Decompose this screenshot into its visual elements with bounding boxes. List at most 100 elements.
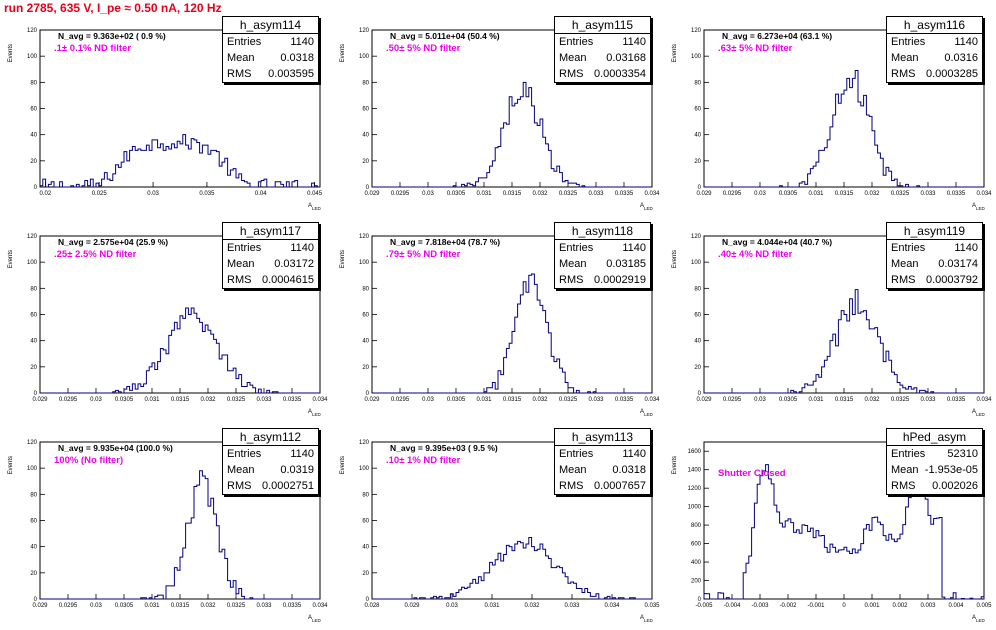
x-tick-label: 0.0295 (391, 191, 410, 197)
x-tick-label: 0.031 (144, 603, 160, 609)
x-tick-label: 0.031 (808, 191, 824, 197)
stats-value: 1140 (290, 36, 314, 48)
stats-value: 0.03172 (274, 258, 314, 270)
stats-row-entries: Entries 1140 (223, 446, 318, 462)
stats-row-mean: Mean 0.03174 (887, 256, 982, 272)
stats-row-mean: Mean -1.953e-05 (887, 462, 982, 478)
filter-label: .79± 5% ND filter (386, 249, 461, 260)
stats-value: 0.0003792 (926, 274, 978, 286)
y-tick-label: 80 (30, 80, 37, 86)
x-tick-label: 0.002 (892, 603, 908, 609)
stats-row-rms: RMS 0.0002919 (555, 272, 650, 288)
y-tick-label: 100 (691, 260, 702, 266)
x-tick-label: 0.03 (754, 397, 766, 403)
y-tick-label: 60 (694, 313, 701, 319)
stats-label: Mean (891, 52, 919, 64)
y-axis-title: Events (340, 456, 346, 474)
stats-box: h_asym115 Entries 1140 Mean 0.03168 RMS 0.0003… (554, 16, 651, 83)
histogram-panel-h_asym119: 0 20 40 60 80 100 120 0.029 0.0295 0.03 0.0305 0.03… (664, 218, 992, 424)
stats-box: h_asym116 Entries 1140 Mean 0.0316 RMS 0.00032… (886, 16, 983, 83)
stats-box-title: h_asym118 (555, 223, 650, 240)
x-axis-title-sub: LED (312, 206, 322, 211)
y-axis-title: Events (340, 250, 346, 268)
navg-label: N_avg = 2.575e+04 (25.9 %) (58, 237, 169, 247)
stats-label: Mean (227, 258, 255, 270)
stats-value: 1140 (954, 242, 978, 254)
y-tick-label: 80 (30, 286, 37, 292)
y-tick-label: 60 (362, 107, 369, 113)
x-tick-label: 0.0335 (615, 191, 634, 197)
y-tick-label: 60 (30, 313, 37, 319)
y-tick-label: 40 (362, 339, 369, 345)
y-tick-label: 120 (27, 234, 38, 240)
x-tick-label: 0.029 (696, 191, 712, 197)
stats-row-mean: Mean 0.0318 (223, 50, 318, 66)
stats-label: Mean (559, 464, 587, 476)
stats-row-rms: RMS 0.0003354 (555, 66, 650, 82)
x-tick-label: 0.029 (696, 397, 712, 403)
y-tick-label: 80 (30, 492, 37, 498)
y-tick-label: 80 (694, 286, 701, 292)
x-tick-label: 0.034 (312, 603, 328, 609)
stats-label: Entries (227, 242, 262, 254)
stats-box-title: h_asym119 (887, 223, 982, 240)
stats-label: Entries (559, 36, 594, 48)
y-tick-label: 40 (30, 339, 37, 345)
y-tick-label: 1200 (688, 486, 702, 492)
x-tick-label: 0.03 (147, 191, 159, 197)
x-tick-label: 0.045 (307, 191, 323, 197)
y-tick-label: 20 (694, 159, 701, 165)
x-tick-label: 0.032 (864, 397, 880, 403)
y-tick-label: 80 (362, 80, 369, 86)
stats-value: 52310 (947, 448, 978, 460)
stats-box-title: h_asym115 (555, 17, 650, 34)
x-tick-label: 0.033 (920, 191, 936, 197)
histogram-svg: 0 20 40 60 80 100 120 0.028 0.029 0.03 0.031 0.032 0… (340, 440, 660, 623)
stats-row-mean: Mean 0.03168 (555, 50, 650, 66)
histogram-series (704, 289, 984, 394)
stats-value: 0.0003285 (926, 68, 978, 80)
y-tick-label: 0 (366, 597, 370, 603)
x-axis-title: A (972, 409, 976, 415)
stats-row-rms: RMS 0.002026 (887, 478, 982, 494)
x-tick-label: 0 (842, 603, 846, 609)
stats-value: 0.03168 (606, 52, 646, 64)
x-tick-label: 0.004 (948, 603, 964, 609)
stats-box-title: h_asym117 (223, 223, 318, 240)
stats-row-mean: Mean 0.0319 (223, 462, 318, 478)
histogram-panel-h_asym114: 0 20 40 60 80 100 120 0.02 0.025 0.03 0.035 0.04 0.0… (0, 12, 328, 218)
y-tick-label: 100 (691, 54, 702, 60)
x-axis-title-sub: LED (644, 206, 654, 211)
stats-row-rms: RMS 0.0004615 (223, 272, 318, 288)
y-tick-label: 120 (359, 440, 370, 446)
filter-label: Shutter Closed (718, 468, 786, 479)
x-tick-label: 0.025 (92, 191, 108, 197)
x-tick-label: 0.032 (200, 603, 216, 609)
y-tick-label: 120 (691, 28, 702, 34)
stats-row-rms: RMS 0.0002751 (223, 478, 318, 494)
histogram-svg: 0 20 40 60 80 100 120 0.029 0.0295 0.03 0.0305 0.03… (672, 28, 992, 211)
y-tick-label: 0 (698, 391, 702, 397)
x-tick-label: 0.03 (90, 603, 102, 609)
stats-row-rms: RMS 0.0003792 (887, 272, 982, 288)
y-tick-label: 1000 (688, 505, 702, 511)
stats-value: 0.002026 (932, 480, 978, 492)
stats-box: h_asym112 Entries 1140 Mean 0.0319 RMS 0.00027… (222, 428, 319, 495)
stats-value: 1140 (622, 448, 646, 460)
stats-label: Entries (227, 36, 262, 48)
x-tick-label: 0.03 (422, 397, 434, 403)
histogram-series (704, 70, 984, 188)
y-tick-label: 20 (694, 365, 701, 371)
y-tick-label: 120 (359, 234, 370, 240)
x-axis-title-sub: LED (976, 412, 986, 417)
y-tick-label: 20 (362, 365, 369, 371)
x-tick-label: 0.0325 (227, 397, 246, 403)
stats-label: RMS (227, 480, 252, 492)
y-tick-label: 0 (34, 391, 38, 397)
stats-row-entries: Entries 1140 (887, 34, 982, 50)
x-tick-label: 0.0295 (723, 397, 742, 403)
x-tick-label: 0.0305 (447, 191, 466, 197)
stats-row-rms: RMS 0.0007657 (555, 478, 650, 494)
stats-value: 0.0007657 (594, 480, 646, 492)
